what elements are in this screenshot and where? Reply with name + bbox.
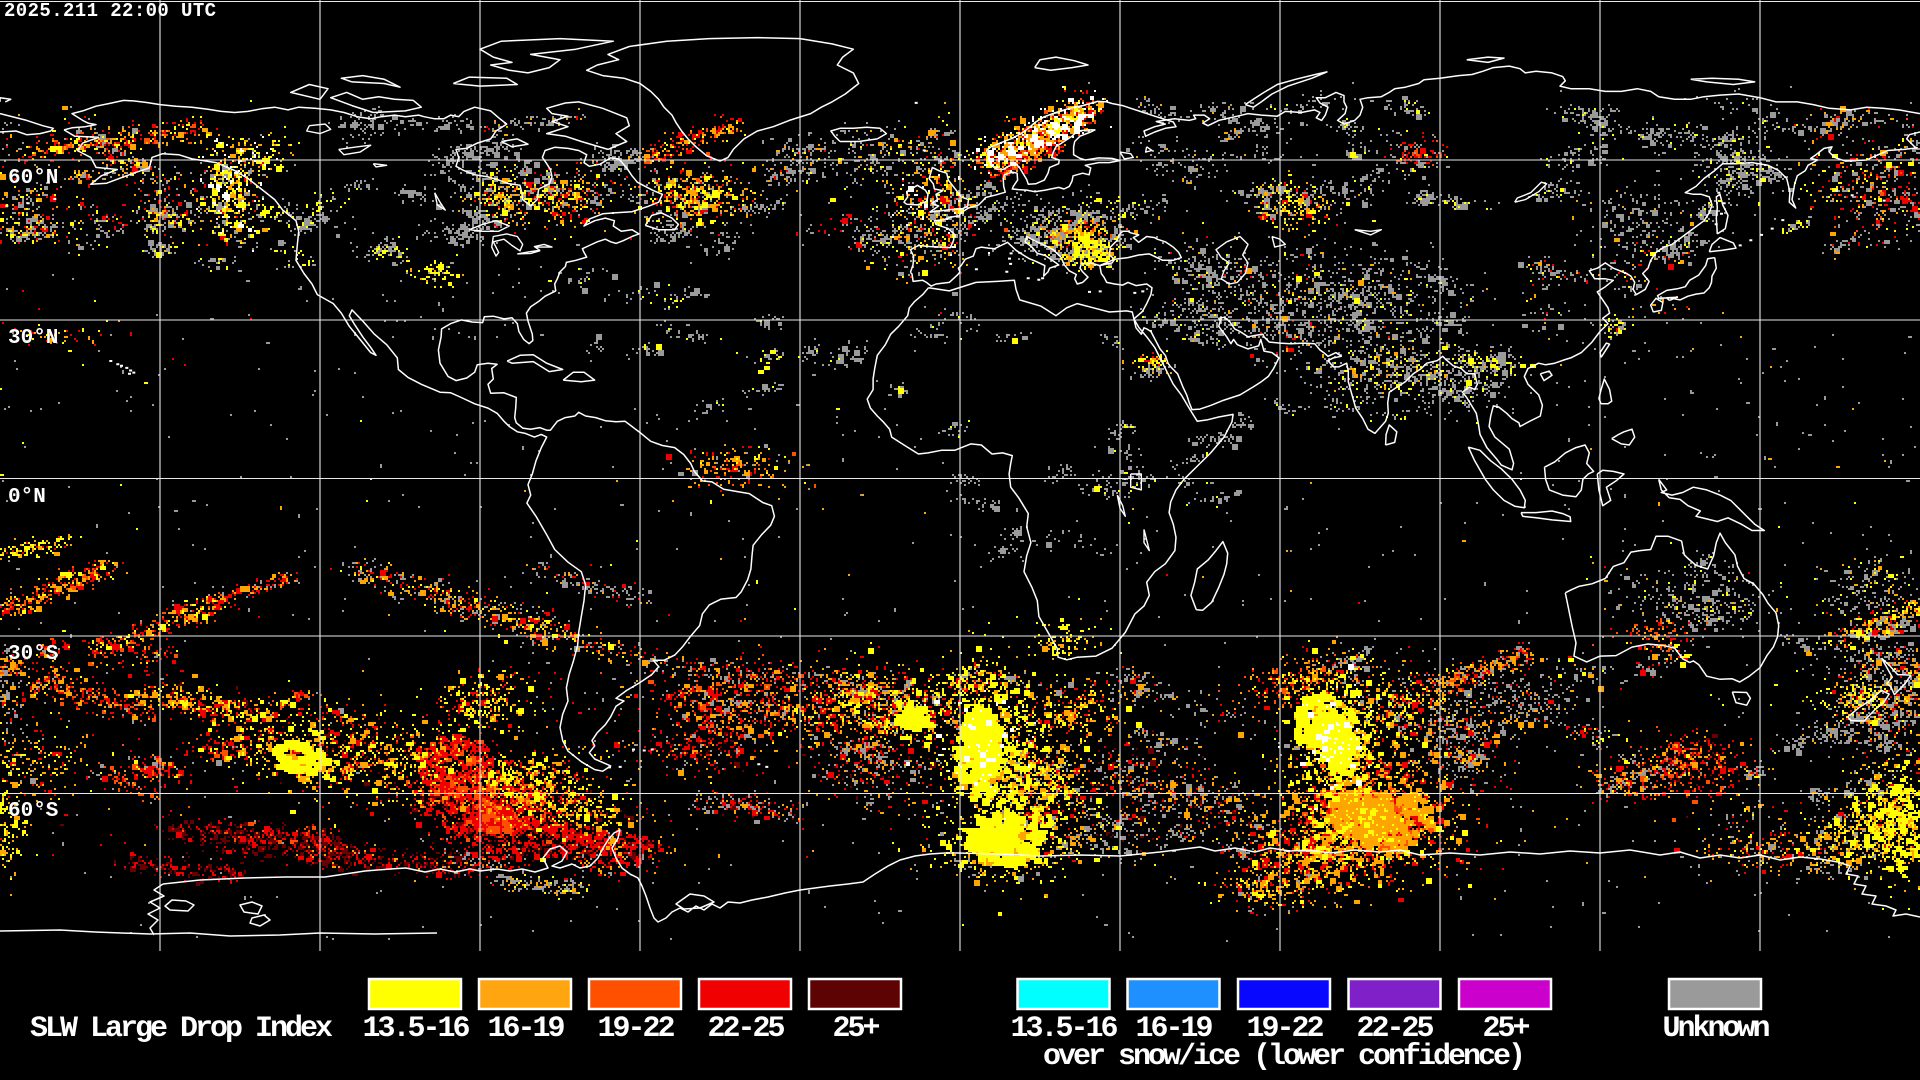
svg-text:2025.211 22:00 UTC: 2025.211 22:00 UTC bbox=[4, 0, 216, 22]
svg-text:13.5-16: 13.5-16 bbox=[362, 1012, 469, 1046]
svg-text:30°N: 30°N bbox=[8, 327, 58, 350]
svg-text:30°S: 30°S bbox=[8, 643, 58, 666]
svg-text:19-22: 19-22 bbox=[597, 1012, 674, 1046]
svg-text:22-25: 22-25 bbox=[707, 1012, 784, 1046]
svg-text:60°N: 60°N bbox=[8, 167, 58, 190]
svg-text:25+: 25+ bbox=[1482, 1012, 1529, 1046]
svg-text:60°S: 60°S bbox=[8, 800, 58, 823]
svg-text:SLW Large Drop Index: SLW Large Drop Index bbox=[30, 1012, 333, 1046]
svg-text:0°N: 0°N bbox=[8, 486, 46, 509]
svg-text:13.5-16: 13.5-16 bbox=[1010, 1012, 1117, 1046]
svg-text:over snow/ice (lower confidenc: over snow/ice (lower confidence) bbox=[1043, 1040, 1523, 1074]
svg-text:25+: 25+ bbox=[832, 1012, 879, 1046]
svg-text:19-22: 19-22 bbox=[1246, 1012, 1323, 1046]
svg-text:22-25: 22-25 bbox=[1356, 1012, 1433, 1046]
svg-text:Unknown: Unknown bbox=[1662, 1012, 1769, 1046]
svg-text:16-19: 16-19 bbox=[487, 1012, 564, 1046]
svg-text:16-19: 16-19 bbox=[1135, 1012, 1212, 1046]
